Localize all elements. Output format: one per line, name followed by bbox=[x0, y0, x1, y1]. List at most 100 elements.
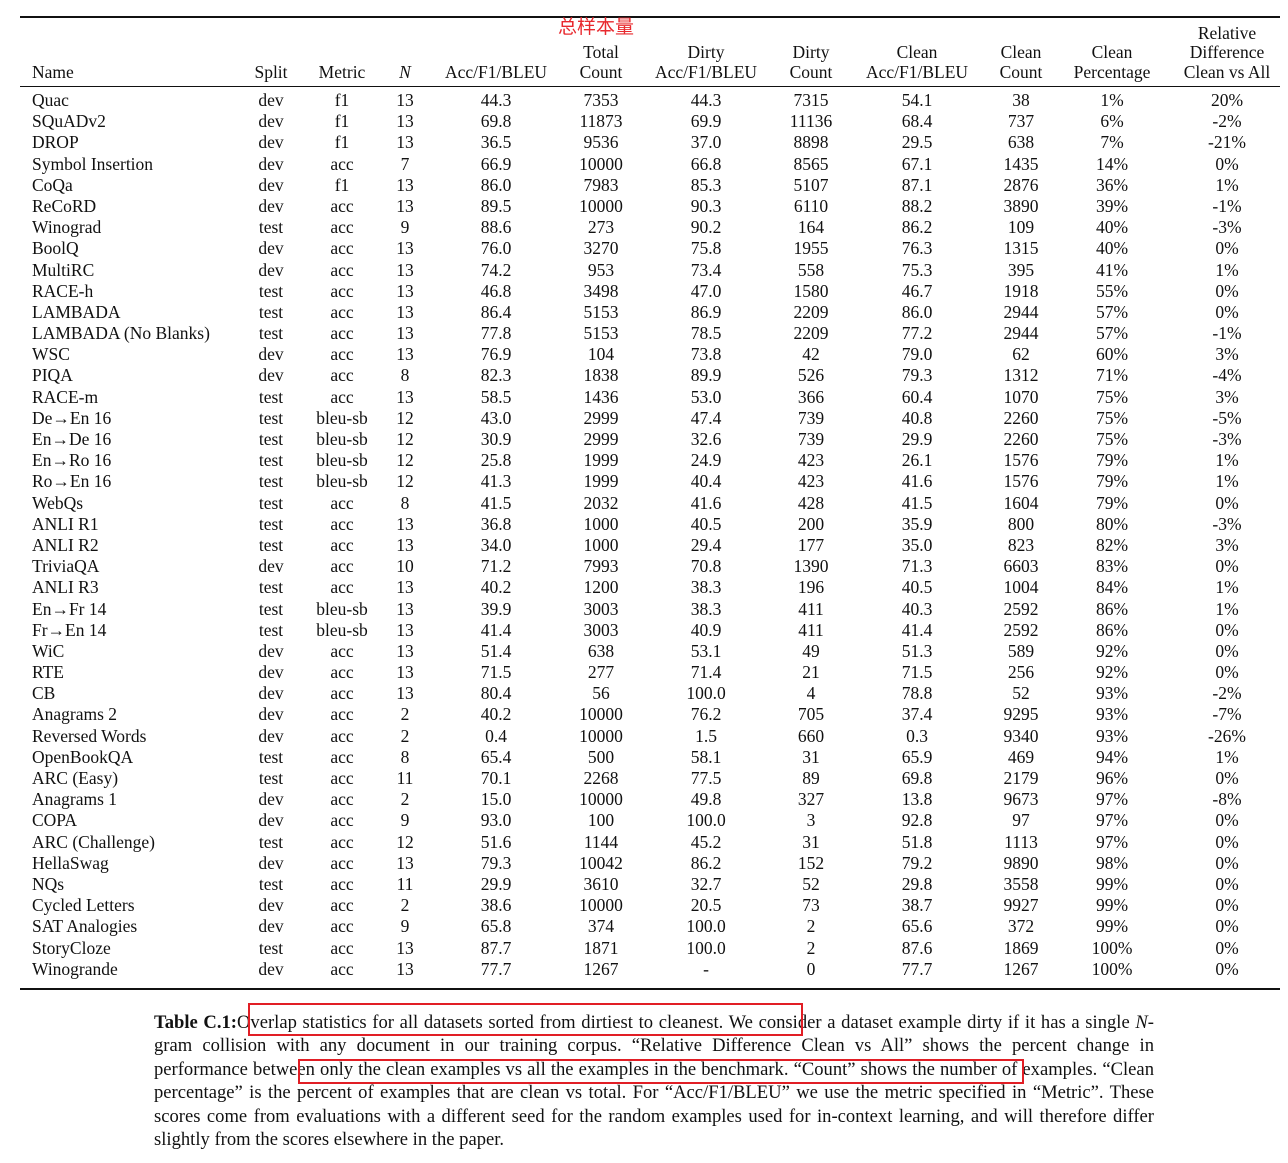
column-header-line: Clean bbox=[1091, 42, 1133, 62]
cell-dirty-count: 558 bbox=[797, 259, 825, 280]
cell-total: 1999 bbox=[583, 471, 619, 492]
cell-clean-count: 1604 bbox=[1003, 492, 1039, 513]
cell-n: 13 bbox=[396, 513, 414, 534]
cell-rel-diff: 3% bbox=[1215, 344, 1239, 365]
cell-rel-diff: -2% bbox=[1212, 683, 1242, 704]
cell-acc: 66.9 bbox=[480, 153, 512, 174]
cell-dirty-acc: 100.0 bbox=[686, 916, 726, 937]
handwritten-annotation: 总样本量 bbox=[558, 16, 635, 38]
column-header-n: N bbox=[399, 18, 411, 82]
cell-clean-count: 9295 bbox=[1003, 704, 1039, 725]
cell-dirty-count: 428 bbox=[797, 492, 825, 513]
table-row: PIQA dev acc 8 82.3 1838 89.9 526 79.3 1312 71% -4% bbox=[0, 365, 1288, 386]
table-row: TriviaQA dev acc 10 71.2 7993 70.8 1390 71.3 6603… bbox=[0, 556, 1288, 577]
cell-clean-acc: 77.2 bbox=[901, 323, 933, 344]
cell-acc: 15.0 bbox=[480, 789, 512, 810]
cell-clean-pct: 79% bbox=[1095, 450, 1129, 471]
cell-dirty-count: 21 bbox=[802, 662, 820, 683]
cell-n: 13 bbox=[396, 323, 414, 344]
cell-acc: 69.8 bbox=[480, 111, 512, 132]
cell-rel-diff: 0% bbox=[1215, 301, 1239, 322]
cell-name: OpenBookQA bbox=[32, 746, 134, 767]
cell-split: test bbox=[258, 407, 284, 428]
cell-clean-pct: 97% bbox=[1095, 789, 1129, 810]
table-row: DROP dev f1 13 36.5 9536 37.0 8898 29.5 638 7% -21% bbox=[0, 132, 1288, 153]
column-header-line: Clean bbox=[896, 42, 938, 62]
cell-clean-count: 1918 bbox=[1003, 280, 1039, 301]
cell-dirty-count: 5107 bbox=[793, 174, 829, 195]
cell-name: COPA bbox=[32, 810, 78, 831]
cell-dirty-acc: 40.4 bbox=[690, 471, 722, 492]
cell-n: 13 bbox=[396, 683, 414, 704]
table-row: ARC (Easy) test acc 11 70.1 2268 77.5 89 69.8 217… bbox=[0, 768, 1288, 789]
cell-split: test bbox=[258, 386, 284, 407]
cell-name: ReCoRD bbox=[32, 195, 97, 216]
cell-total: 10000 bbox=[579, 704, 623, 725]
cell-metric: acc bbox=[330, 534, 354, 555]
cell-acc: 76.0 bbox=[480, 238, 512, 259]
table-row: SQuADv2 dev f1 13 69.8 11873 69.9 11136 68.4 737 6… bbox=[0, 111, 1288, 132]
cell-total: 2268 bbox=[583, 768, 619, 788]
cell-split: test bbox=[258, 492, 284, 513]
cell-clean-count: 6603 bbox=[1003, 556, 1039, 577]
cell-clean-acc: 79.3 bbox=[901, 365, 933, 386]
cell-clean-acc: 76.3 bbox=[901, 238, 933, 259]
table-row: SAT Analogies dev acc 9 65.8 374 100.0 2 65.6 372… bbox=[0, 916, 1288, 937]
cell-total: 10000 bbox=[579, 895, 623, 916]
column-header-rel-diff: Relative Difference Clean vs All bbox=[1184, 18, 1271, 82]
cell-clean-acc: 51.8 bbox=[901, 831, 933, 852]
cell-dirty-count: 1955 bbox=[793, 238, 829, 259]
table-row: RACE-m test acc 13 58.5 1436 53.0 366 60.4 1070 75… bbox=[0, 387, 1288, 408]
cell-total: 2999 bbox=[583, 429, 619, 449]
cell-rel-diff: 0% bbox=[1215, 619, 1239, 640]
cell-split: dev bbox=[258, 683, 284, 704]
cell-dirty-count: 31 bbox=[802, 831, 820, 852]
table-row: WiC dev acc 13 51.4 638 53.1 49 51.3 589 92% 0% bbox=[0, 641, 1288, 662]
cell-acc: 40.2 bbox=[480, 704, 512, 725]
cell-split: dev bbox=[258, 640, 284, 661]
cell-clean-pct: 97% bbox=[1095, 810, 1129, 831]
cell-split: dev bbox=[258, 704, 284, 725]
cell-acc: 43.0 bbox=[480, 407, 512, 428]
cell-name: NQs bbox=[32, 873, 65, 894]
cell-n: 13 bbox=[396, 619, 414, 640]
table-row: Winograd test acc 9 88.6 273 90.2 164 86.2 109 40%… bbox=[0, 217, 1288, 238]
column-header-line: Clean vs All bbox=[1183, 61, 1271, 82]
cell-dirty-count: 2209 bbox=[793, 301, 829, 322]
cell-dirty-acc: 41.6 bbox=[690, 492, 722, 513]
cell-split: dev bbox=[258, 195, 284, 216]
cell-metric: bleu-sb bbox=[316, 619, 368, 640]
cell-clean-count: 737 bbox=[1007, 111, 1035, 132]
caption-label: Table C.1: bbox=[154, 1012, 237, 1033]
cell-n: 13 bbox=[396, 640, 414, 661]
cell-metric: acc bbox=[330, 280, 354, 301]
cell-clean-acc: 79.0 bbox=[901, 344, 933, 365]
cell-name: LAMBADA bbox=[32, 301, 121, 322]
cell-dirty-acc: 20.5 bbox=[690, 895, 722, 916]
column-header-line: Relative bbox=[1197, 22, 1257, 43]
cell-clean-acc: 29.9 bbox=[901, 429, 933, 449]
cell-name: CoQa bbox=[32, 174, 73, 195]
cell-dirty-count: 49 bbox=[802, 640, 820, 661]
cell-clean-count: 52 bbox=[1012, 683, 1030, 704]
cell-acc: 86.0 bbox=[480, 174, 512, 195]
cell-n: 7 bbox=[400, 153, 410, 174]
cell-dirty-count: 660 bbox=[797, 725, 825, 746]
cell-acc: 88.6 bbox=[480, 217, 512, 238]
cell-name: SAT Analogies bbox=[32, 916, 138, 937]
cell-dirty-acc: 100.0 bbox=[686, 937, 726, 958]
table-row: CB dev acc 13 80.4 56 100.0 4 78.8 52 93% -2% bbox=[0, 683, 1288, 704]
cell-clean-pct: 79% bbox=[1095, 492, 1129, 513]
cell-n: 8 bbox=[400, 746, 410, 767]
cell-rel-diff: 0% bbox=[1215, 810, 1239, 831]
cell-metric: acc bbox=[330, 895, 354, 916]
cell-metric: acc bbox=[330, 238, 354, 259]
cell-dirty-acc: 47.0 bbox=[690, 280, 722, 301]
cell-metric: acc bbox=[330, 323, 354, 344]
cell-clean-count: 1576 bbox=[1003, 471, 1039, 492]
cell-n: 13 bbox=[396, 534, 414, 555]
cell-metric: bleu-sb bbox=[316, 471, 368, 492]
cell-clean-pct: 93% bbox=[1095, 704, 1129, 725]
cell-split: test bbox=[258, 768, 284, 788]
cell-dirty-count: 423 bbox=[797, 450, 825, 471]
